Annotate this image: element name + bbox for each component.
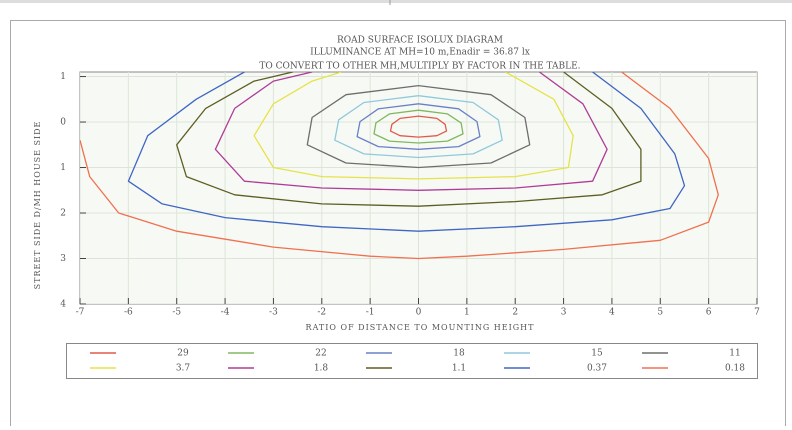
x-tick-label: -7 [76,308,85,318]
legend-label: 1.8 [314,364,329,374]
isolux-contour [373,109,464,144]
isolux-contour [80,72,719,260]
x-tick-label: -6 [124,308,133,318]
isolux-contour [176,72,642,207]
y-tick-label: 4 [60,300,66,310]
y-tick-label: 1 [60,72,66,82]
x-tick-label: -2 [317,308,326,318]
isolux-contour [306,84,531,169]
y-tick-label: 1 [60,163,66,173]
legend-label: 15 [591,349,603,359]
x-tick-label: 2 [512,308,518,318]
legend-label: 11 [729,349,740,359]
panel-frame [10,20,786,430]
isolux-contour [253,72,574,180]
top-bar [0,0,792,3]
y-axis-label: STREET SIDE D/MH HOUSE SIDE [33,121,42,290]
x-tick-label: 6 [706,308,712,318]
isolux-contour [334,95,503,159]
y-tick-label: 0 [60,118,66,128]
x-tick-label: 1 [464,308,470,318]
legend-label: 18 [453,349,465,359]
x-tick-label: -3 [269,308,278,318]
title-line: ILLUMINANCE AT MH=10 m,Enadir = 36.87 lx [310,48,530,58]
legend-label: 1.1 [452,364,466,374]
x-tick-label: 7 [754,308,760,318]
y-tick-label: 2 [60,209,66,219]
legend-label: 0.18 [725,364,745,374]
isolux-contour [356,103,481,150]
x-axis-label: RATIO OF DISTANCE TO MOUNTING HEIGHT [306,323,535,332]
legend-label: 3.7 [176,364,191,374]
x-tick-label: 0 [416,308,422,318]
plot-layer [80,72,757,304]
x-tick-label: -1 [366,308,375,318]
legend-box [66,343,758,379]
x-tick-label: -5 [172,308,181,318]
y-tick-label: 3 [60,254,66,264]
x-tick-label: 5 [657,308,663,318]
legend-label: 0.37 [587,364,607,374]
isolux-contour [127,72,686,232]
x-tick-label: -4 [221,308,230,318]
legend-label: 29 [177,349,189,359]
x-tick-label: 3 [561,308,567,318]
legend-label: 22 [315,349,326,359]
title-line: TO CONVERT TO OTHER MH,MULTIPLY BY FACTO… [259,62,580,72]
isolux-contour [389,115,448,138]
x-tick-label: 4 [609,308,615,318]
isolux-contour [214,72,608,191]
title-line: ROAD SURFACE ISOLUX DIAGRAM [337,36,503,46]
